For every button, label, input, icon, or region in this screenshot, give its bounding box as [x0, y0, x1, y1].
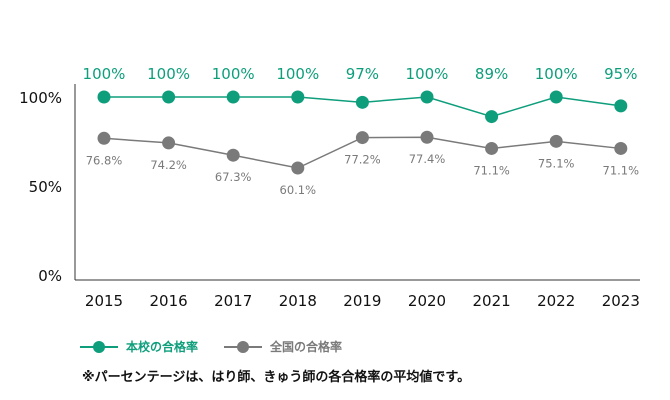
chart-footnote: ※パーセンテージは、はり師、きゅう師の各合格率の平均値です。: [82, 370, 471, 385]
school-data-point: [549, 90, 563, 104]
national-data-point: [226, 148, 240, 162]
national-data-label: 74.2%: [150, 158, 187, 172]
legend-item-school: 本校の合格率: [80, 338, 198, 355]
national-data-point: [355, 131, 369, 145]
x-tick-label: 2021: [473, 292, 511, 310]
school-data-label: 100%: [212, 65, 255, 83]
x-tick-label: 2015: [85, 292, 123, 310]
national-data-label: 71.1%: [473, 163, 510, 177]
national-data-label: 71.1%: [603, 163, 640, 177]
national-data-point: [549, 134, 563, 148]
pass-rate-chart: 100% 50% 0% 2015 2016 2017 2018 2019 2020 2021 202…: [19, 65, 640, 310]
school-data-point: [291, 90, 305, 104]
y-tick-label: 0%: [38, 267, 62, 285]
x-tick-label: 2016: [150, 292, 188, 310]
legend-marker-national: [224, 340, 263, 353]
y-tick-label: 50%: [29, 178, 62, 196]
school-data-label: 100%: [147, 65, 190, 83]
x-tick-label: 2019: [343, 292, 381, 310]
y-tick-label: 100%: [19, 89, 62, 107]
school-data-label: 100%: [83, 65, 126, 83]
school-data-label: 95%: [604, 65, 637, 83]
x-tick-label: 2020: [408, 292, 446, 310]
national-data-point: [614, 141, 628, 155]
legend-label-school: 本校の合格率: [126, 340, 199, 354]
national-data-label: 60.1%: [280, 183, 317, 197]
national-data-label: 67.3%: [215, 170, 252, 184]
school-data-label: 100%: [406, 65, 449, 83]
school-data-point: [162, 90, 176, 104]
legend-item-national: 全国の合格率: [224, 338, 342, 355]
national-data-point: [97, 131, 111, 145]
school-data-point: [420, 90, 434, 104]
school-data-point: [97, 90, 111, 104]
national-data-point: [291, 161, 305, 175]
school-data-label: 100%: [276, 65, 319, 83]
x-tick-label: 2018: [279, 292, 317, 310]
x-tick-label: 2022: [537, 292, 575, 310]
national-data-point: [162, 136, 176, 150]
national-data-label: 75.1%: [538, 156, 575, 170]
chart-legend: 本校の合格率 全国の合格率: [80, 338, 368, 355]
legend-marker-school: [80, 340, 118, 353]
x-tick-label: 2023: [602, 292, 640, 310]
school-data-point: [614, 99, 628, 113]
school-data-label: 97%: [346, 65, 379, 83]
national-data-point: [420, 130, 434, 144]
school-data-point: [485, 110, 499, 124]
school-data-label: 100%: [535, 65, 578, 83]
national-data-label: 76.8%: [86, 153, 123, 167]
school-data-point: [226, 90, 240, 104]
national-data-point: [485, 141, 499, 155]
school-data-label: 89%: [475, 65, 508, 83]
school-data-point: [355, 95, 369, 109]
legend-label-national: 全国の合格率: [270, 340, 343, 354]
x-tick-label: 2017: [214, 292, 252, 310]
national-data-label: 77.2%: [344, 153, 381, 167]
national-data-label: 77.4%: [409, 152, 446, 166]
